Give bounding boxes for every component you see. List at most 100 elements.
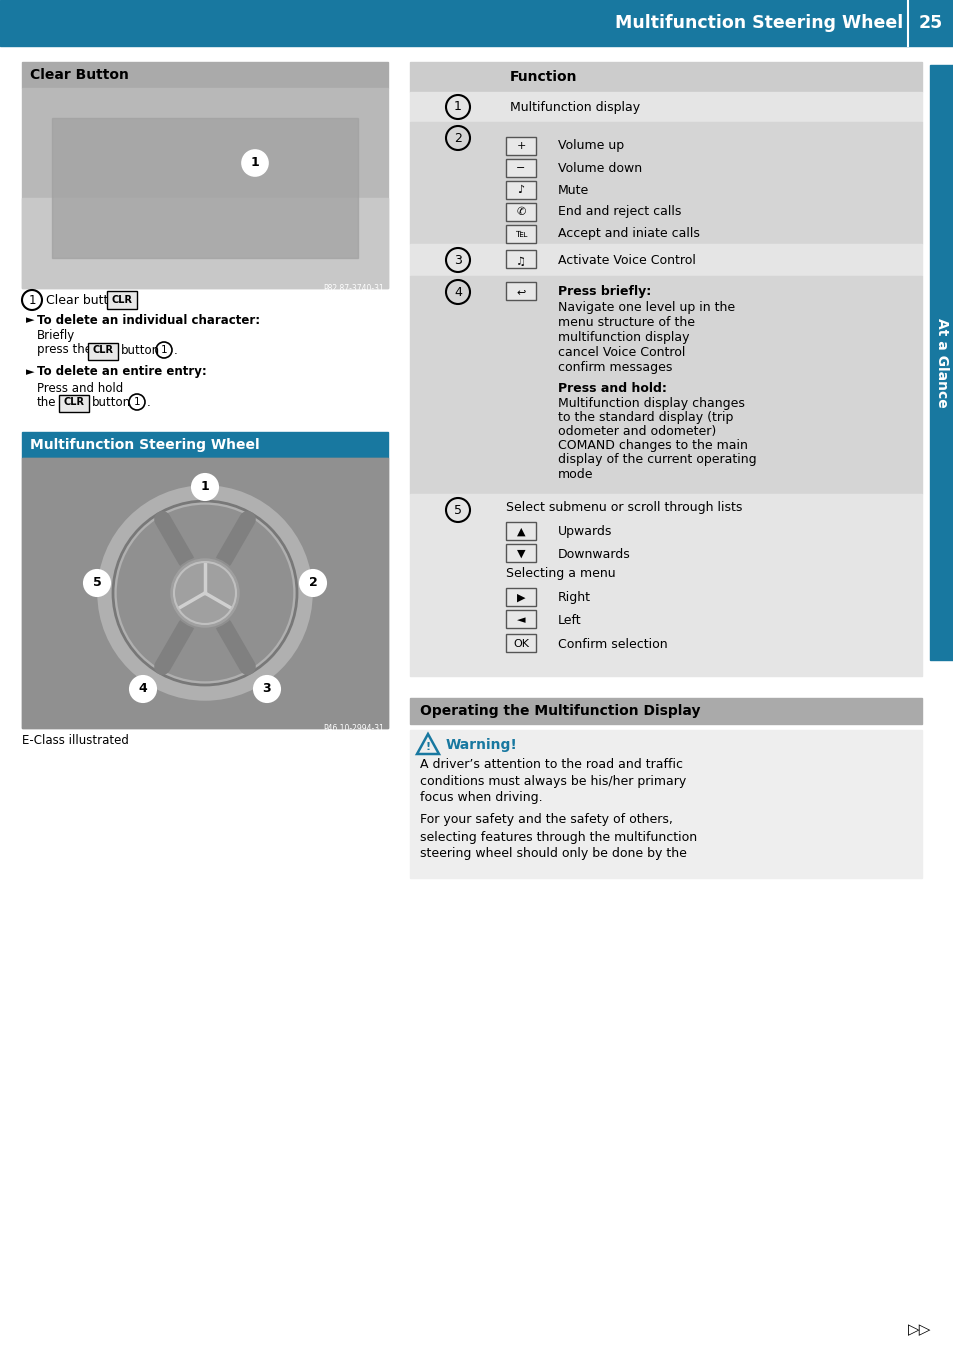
- Text: 4: 4: [454, 286, 461, 298]
- Circle shape: [130, 676, 156, 701]
- Text: −: −: [516, 162, 525, 173]
- Text: Mute: Mute: [558, 184, 589, 196]
- Text: Accept and iniate calls: Accept and iniate calls: [558, 227, 700, 241]
- Text: steering wheel should only be done by the: steering wheel should only be done by th…: [419, 848, 686, 861]
- Text: Multifunction display changes: Multifunction display changes: [558, 398, 744, 410]
- Text: 5: 5: [92, 577, 101, 589]
- Bar: [410, 276, 921, 494]
- Text: 1: 1: [133, 397, 140, 408]
- Text: ✆: ✆: [516, 207, 525, 217]
- Circle shape: [192, 474, 218, 500]
- Text: A driver’s attention to the road and traffic: A driver’s attention to the road and tra…: [419, 757, 682, 770]
- Text: Confirm selection: Confirm selection: [558, 638, 667, 650]
- FancyBboxPatch shape: [505, 181, 536, 199]
- FancyBboxPatch shape: [505, 137, 536, 154]
- Text: !: !: [425, 742, 430, 751]
- Text: .: .: [147, 395, 151, 409]
- Text: 3: 3: [454, 253, 461, 267]
- FancyBboxPatch shape: [505, 611, 536, 628]
- Text: multifunction display: multifunction display: [558, 332, 689, 344]
- FancyBboxPatch shape: [505, 634, 536, 653]
- Bar: [410, 122, 921, 244]
- Text: 1: 1: [160, 345, 167, 355]
- Text: Multifunction display: Multifunction display: [510, 100, 639, 114]
- Text: Multifunction Steering Wheel: Multifunction Steering Wheel: [30, 437, 259, 452]
- FancyBboxPatch shape: [505, 544, 536, 562]
- Circle shape: [84, 570, 110, 596]
- Text: CLR: CLR: [92, 345, 113, 355]
- FancyBboxPatch shape: [505, 203, 536, 221]
- Text: E-Class illustrated: E-Class illustrated: [22, 734, 129, 746]
- FancyBboxPatch shape: [505, 282, 536, 301]
- Text: ♪: ♪: [517, 185, 524, 195]
- Text: the: the: [37, 395, 56, 409]
- Text: P82.87-3740-31: P82.87-3740-31: [323, 284, 384, 292]
- Text: Multifunction Steering Wheel: Multifunction Steering Wheel: [614, 14, 902, 32]
- Text: Press and hold:: Press and hold:: [558, 382, 666, 394]
- FancyBboxPatch shape: [505, 225, 536, 242]
- Text: press the: press the: [37, 344, 91, 356]
- Text: +: +: [516, 141, 525, 152]
- Text: COMAND changes to the main: COMAND changes to the main: [558, 440, 747, 452]
- Text: ►: ►: [26, 367, 34, 376]
- Text: Left: Left: [558, 613, 581, 627]
- Text: ↩: ↩: [516, 287, 525, 297]
- Text: 1: 1: [200, 481, 209, 493]
- Bar: [410, 699, 921, 724]
- Circle shape: [242, 150, 268, 176]
- Text: Activate Voice Control: Activate Voice Control: [558, 253, 695, 267]
- Text: ▲: ▲: [517, 527, 525, 538]
- Text: CLR: CLR: [112, 295, 132, 305]
- Text: Operating the Multifunction Display: Operating the Multifunction Display: [419, 704, 700, 718]
- Text: Navigate one level up in the: Navigate one level up in the: [558, 302, 735, 314]
- Circle shape: [299, 570, 326, 596]
- Text: ▷▷: ▷▷: [907, 1323, 931, 1338]
- Bar: [410, 244, 921, 276]
- Text: 1: 1: [454, 100, 461, 114]
- FancyBboxPatch shape: [59, 395, 89, 412]
- FancyBboxPatch shape: [505, 523, 536, 540]
- Text: ►: ►: [26, 315, 34, 325]
- Text: 1: 1: [251, 157, 259, 169]
- Text: Right: Right: [558, 592, 590, 604]
- Text: ▶: ▶: [517, 593, 525, 603]
- FancyBboxPatch shape: [505, 158, 536, 177]
- Bar: [22, 198, 388, 288]
- Bar: [22, 62, 388, 88]
- Text: conditions must always be his/her primary: conditions must always be his/her primar…: [419, 774, 685, 788]
- Text: mode: mode: [558, 467, 593, 481]
- Text: Clear Button: Clear Button: [30, 68, 129, 83]
- Text: Upwards: Upwards: [558, 525, 612, 539]
- Text: At a Glance: At a Glance: [934, 318, 948, 408]
- Text: CLR: CLR: [64, 397, 85, 408]
- Text: To delete an entire entry:: To delete an entire entry:: [37, 366, 207, 379]
- FancyBboxPatch shape: [505, 250, 536, 268]
- Text: Selecting a menu: Selecting a menu: [505, 567, 615, 581]
- Text: To delete an individual character:: To delete an individual character:: [37, 314, 260, 326]
- Text: Volume up: Volume up: [558, 139, 623, 153]
- Text: menu structure of the: menu structure of the: [558, 317, 695, 329]
- Text: Clear button: Clear button: [46, 294, 124, 306]
- Text: Downwards: Downwards: [558, 547, 630, 561]
- Text: End and reject calls: End and reject calls: [558, 206, 680, 218]
- Text: Volume down: Volume down: [558, 161, 641, 175]
- Bar: [52, 118, 357, 259]
- FancyBboxPatch shape: [107, 291, 137, 309]
- Bar: [22, 88, 388, 288]
- Text: button: button: [91, 395, 131, 409]
- Text: to the standard display (trip: to the standard display (trip: [558, 412, 733, 425]
- Text: For your safety and the safety of others,: For your safety and the safety of others…: [419, 814, 672, 826]
- Bar: [22, 458, 388, 728]
- Circle shape: [253, 676, 280, 701]
- Circle shape: [169, 556, 241, 630]
- Text: cancel Voice Control: cancel Voice Control: [558, 347, 684, 360]
- Bar: [410, 92, 921, 122]
- Text: ♫: ♫: [516, 257, 525, 267]
- Text: focus when driving.: focus when driving.: [419, 792, 542, 804]
- FancyBboxPatch shape: [505, 588, 536, 607]
- Text: ▼: ▼: [517, 548, 525, 559]
- Text: odometer and odometer): odometer and odometer): [558, 425, 716, 439]
- Text: Warning!: Warning!: [446, 738, 517, 751]
- Text: Press briefly:: Press briefly:: [558, 286, 651, 298]
- Bar: [929, 65, 953, 659]
